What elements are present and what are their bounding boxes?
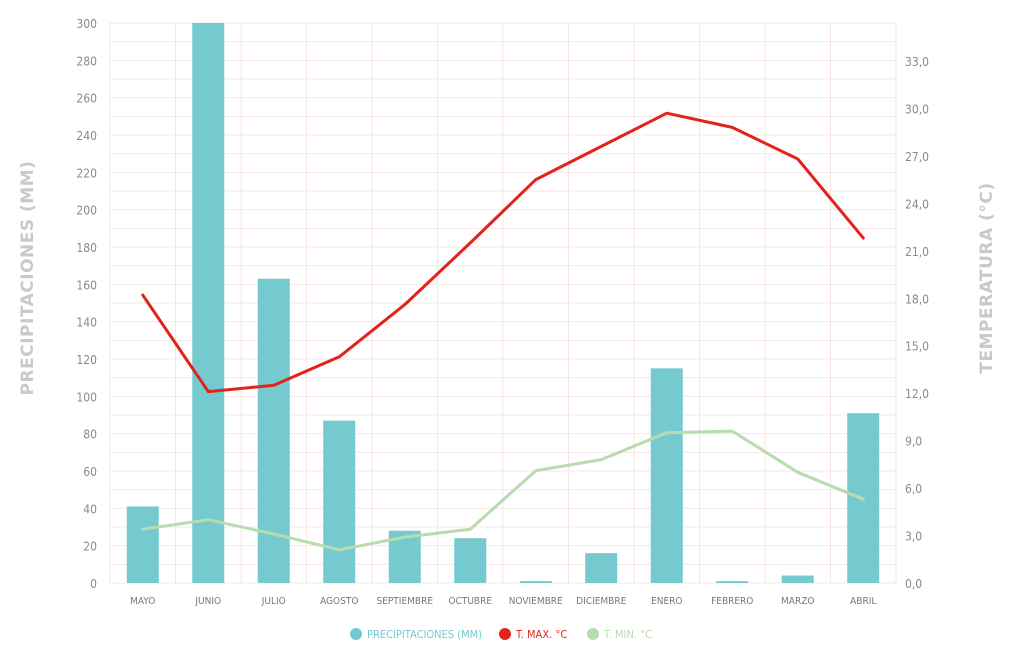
y2-tick-label: 9,0 [905,435,922,449]
x-tick-label: ABRIL [850,596,876,607]
line-tmax [141,111,865,394]
right-y-axis-ticks: 0,0 3,0 6,0 9,0 12,0 15,0 18,0 21,0 24,0 27,0 30,0… [905,55,929,591]
bar-precipitation [192,23,225,583]
y2-tick-label: 33,0 [905,55,929,69]
left-axis-title: PRECIPITACIONES (MM) [18,161,38,396]
x-tick-label: DICIEMBRE [576,596,626,607]
y-tick-label: 160 [76,278,97,292]
precipitation-bars [126,23,880,583]
y-tick-label: 80 [83,428,97,442]
y-tick-label: 220 [76,166,97,180]
x-tick-label: SEPTIEMBRE [376,596,433,607]
y2-tick-label: 12,0 [905,387,929,401]
x-tick-label: AGOSTO [320,596,358,607]
bar-precipitation [454,538,487,583]
temperature-lines [141,111,865,552]
y-tick-label: 240 [76,129,97,143]
x-tick-label: OCTUBRE [448,596,492,607]
y-tick-label: 140 [76,316,97,330]
bar-precipitation [323,420,356,583]
x-tick-label: NOVIEMBRE [509,596,563,607]
y-tick-label: 260 [76,92,97,106]
legend-marker-tmax [499,628,511,640]
grid-lines [109,22,897,584]
x-tick-label: MARZO [781,596,814,607]
y-tick-label: 120 [76,353,97,367]
legend-marker-precipitation [350,628,362,640]
y2-tick-label: 30,0 [905,102,929,116]
bar-precipitation [781,575,814,583]
legend-label-tmin: T. MIN. °C [603,628,652,641]
legend-label-precipitation: PRECIPITACIONES (MM) [367,628,482,641]
left-y-axis-ticks: 0 20 40 60 80 100 120 140 160 180 200 220 240 260 280 3… [76,17,97,591]
y2-tick-label: 3,0 [905,530,922,544]
y2-tick-label: 0,0 [905,577,922,591]
right-axis-title: TEMPERATURA (°C) [977,182,997,373]
y-tick-label: 100 [76,390,97,404]
bar-precipitation [716,581,749,583]
x-tick-label: FEBRERO [711,596,753,607]
y-tick-label: 0 [90,577,97,591]
x-axis-categories: MAYO JUNIO JULIO AGOSTO SEPTIEMBRE OCTUBRE NOV… [130,596,876,607]
y2-tick-label: 18,0 [905,292,929,306]
bar-precipitation [650,368,683,583]
y-tick-label: 180 [76,241,97,255]
bar-precipitation [519,581,552,583]
y2-tick-label: 27,0 [905,150,929,164]
legend-marker-tmin [587,628,599,640]
x-tick-label: JULIO [261,596,286,607]
y2-tick-label: 24,0 [905,197,929,211]
y-tick-label: 280 [76,54,97,68]
y2-tick-label: 15,0 [905,340,929,354]
x-tick-label: ENERO [651,596,682,607]
legend: PRECIPITACIONES (MM) T. MAX. °C T. MIN. … [350,628,652,641]
y-tick-label: 300 [76,17,97,31]
y2-tick-label: 6,0 [905,482,922,496]
x-tick-label: MAYO [130,596,155,607]
x-tick-label: JUNIO [194,596,221,607]
bar-precipitation [126,506,159,583]
y-tick-label: 40 [83,502,97,516]
y-tick-label: 200 [76,204,97,218]
line-tmin [141,429,865,552]
bar-precipitation [585,553,618,583]
legend-label-tmax: T. MAX. °C [515,628,567,641]
y-tick-label: 60 [83,465,97,479]
y2-tick-label: 21,0 [905,245,929,259]
y-tick-label: 20 [83,540,97,554]
